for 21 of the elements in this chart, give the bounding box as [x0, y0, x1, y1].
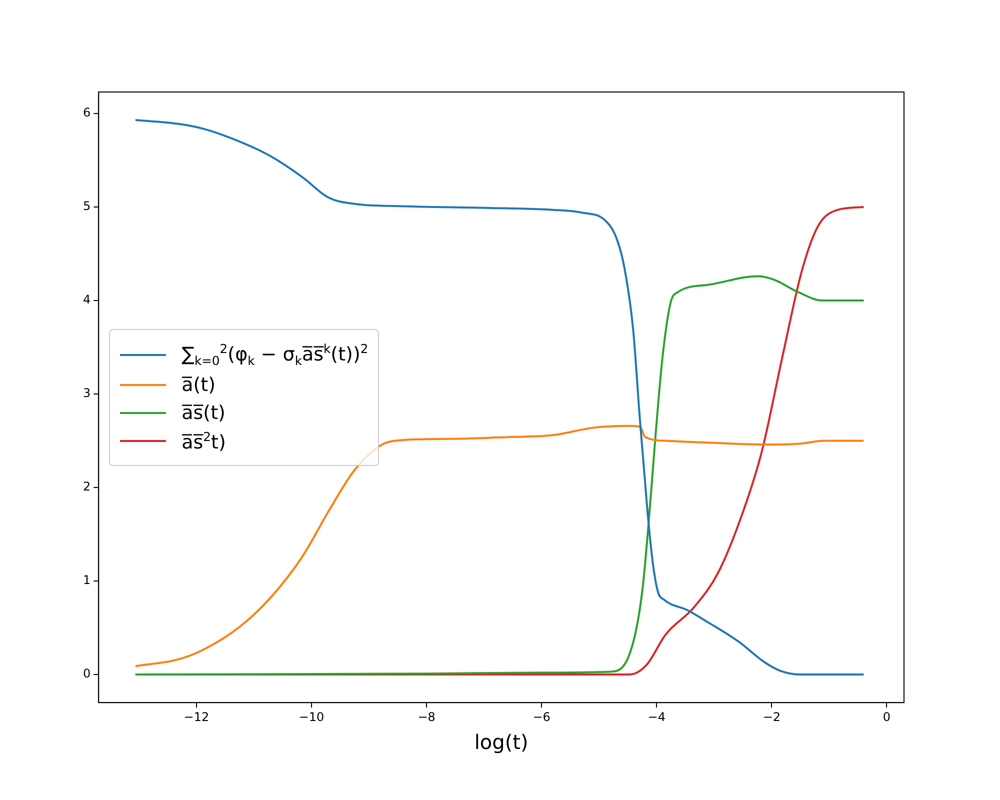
- y-tick-label: 1: [82, 573, 91, 588]
- x-tick-label: −10: [298, 710, 324, 724]
- x-tick-label: −6: [532, 710, 550, 724]
- x-tick-label: −8: [418, 710, 436, 724]
- legend-label: a̅s̅$^{2}$t): [182, 430, 226, 454]
- x-axis-title: log(t): [474, 730, 528, 754]
- legend-label: a̅s̅(t): [182, 402, 226, 424]
- x-tick-label: −12: [184, 710, 210, 724]
- line-series: [134, 424, 865, 668]
- text: ∑$_{k=0}$$^{2}$(φ$_{k}$ − σ$_{k}$a̅s̅$^{k}$(t))$^{2}$: [182, 342, 368, 368]
- y-tick-label: 0: [82, 666, 91, 681]
- line-series: [134, 119, 865, 676]
- y-tick-label: 5: [82, 199, 91, 214]
- x-tick-label: −2: [762, 710, 781, 724]
- y-tick-label: 6: [82, 106, 91, 120]
- x-tick-label: 0: [882, 710, 891, 724]
- y-tick-label: 2: [82, 480, 91, 494]
- x-tick-label: −4: [648, 710, 666, 724]
- y-tick-label: 3: [82, 386, 91, 400]
- y-tick-label: 4: [82, 292, 91, 307]
- legend-label: a̅(t): [182, 374, 216, 396]
